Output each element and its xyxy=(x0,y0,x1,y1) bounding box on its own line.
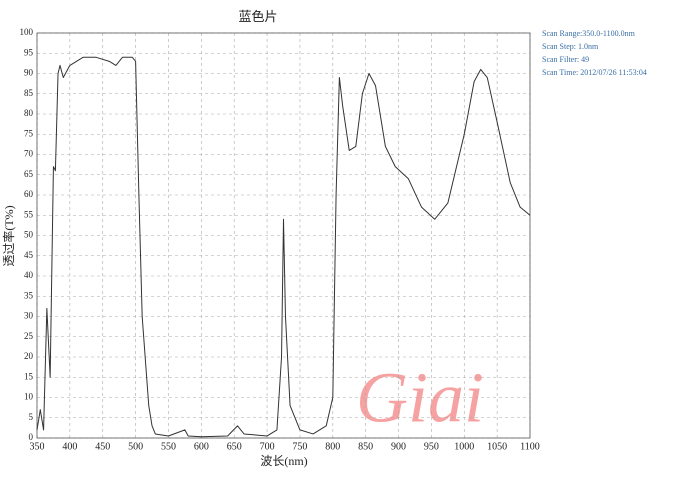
y-tick-label: 15 xyxy=(24,371,34,381)
y-tick-label: 80 xyxy=(24,108,34,118)
x-tick-label: 950 xyxy=(424,441,439,452)
y-tick-label: 70 xyxy=(24,149,34,159)
x-tick-label: 1000 xyxy=(454,441,474,452)
y-tick-label: 85 xyxy=(24,88,34,98)
y-tick-label: 20 xyxy=(24,351,34,361)
x-tick-label: 900 xyxy=(391,441,406,452)
x-tick-label: 1100 xyxy=(520,441,540,452)
x-tick-label: 800 xyxy=(325,441,340,452)
y-tick-label: 25 xyxy=(24,331,34,341)
scan-info: Scan Filter: 49 xyxy=(542,55,589,64)
x-tick-label: 500 xyxy=(128,441,143,452)
y-tick-label: 10 xyxy=(24,392,34,402)
scan-info: Scan Time: 2012/07/26 11:53:04 xyxy=(542,68,647,77)
scan-info: Scan Step: 1.0nm xyxy=(542,42,599,51)
y-tick-label: 50 xyxy=(24,230,34,240)
watermark: Giai xyxy=(356,358,484,438)
y-tick-label: 5 xyxy=(29,412,34,422)
x-tick-label: 650 xyxy=(227,441,242,452)
y-tick-label: 75 xyxy=(24,128,34,138)
x-tick-label: 550 xyxy=(161,441,176,452)
y-tick-label: 45 xyxy=(24,250,34,260)
y-tick-label: 30 xyxy=(24,311,34,321)
x-tick-label: 850 xyxy=(358,441,373,452)
x-tick-label: 600 xyxy=(194,441,209,452)
spectrum-line xyxy=(36,56,531,438)
scan-info: Scan Range:350.0-1100.0nm xyxy=(542,29,636,38)
x-tick-label: 700 xyxy=(260,441,275,452)
x-tick-label: 1050 xyxy=(487,441,507,452)
x-tick-label: 450 xyxy=(95,441,110,452)
y-tick-label: 95 xyxy=(24,47,34,57)
x-axis-label: 波长(nm) xyxy=(260,454,307,468)
y-tick-label: 60 xyxy=(24,189,34,199)
y-tick-label: 0 xyxy=(29,432,34,442)
y-tick-label: 40 xyxy=(24,270,34,280)
plot-frame xyxy=(36,32,531,439)
x-tick-label: 350 xyxy=(30,441,45,452)
y-tick-label: 35 xyxy=(24,290,34,300)
y-axis-label: 透过率(T%) xyxy=(1,205,16,266)
chart-title: 蓝色片 xyxy=(238,9,277,24)
y-tick-label: 65 xyxy=(24,169,34,179)
x-tick-label: 400 xyxy=(62,441,77,452)
y-tick-label: 100 xyxy=(20,27,34,37)
x-tick-label: 750 xyxy=(292,441,307,452)
y-tick-label: 90 xyxy=(24,68,34,78)
y-tick-label: 55 xyxy=(24,209,34,219)
